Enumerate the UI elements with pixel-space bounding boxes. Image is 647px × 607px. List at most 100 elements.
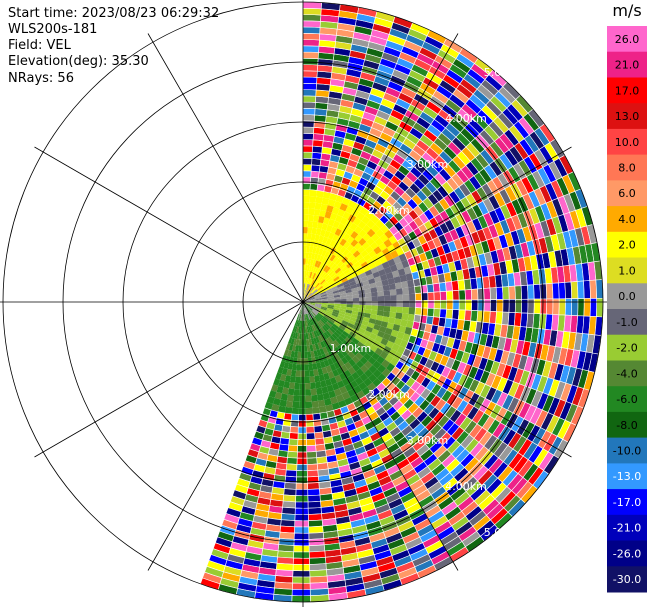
velocity-cell: [315, 381, 322, 389]
velocity-cell: [347, 351, 356, 359]
velocity-cell: [338, 324, 346, 331]
velocity-cell: [297, 432, 307, 440]
velocity-cell: [334, 228, 342, 237]
colorbar-tick-label: -30.0: [613, 573, 641, 586]
colorbar-swatch: [607, 103, 647, 130]
velocity-cell: [307, 227, 313, 234]
velocity-cell: [333, 305, 341, 309]
velocity-cell: [378, 269, 386, 277]
velocity-cell: [307, 306, 313, 311]
velocity-cell: [308, 294, 314, 299]
velocity-cell: [337, 327, 344, 334]
velocity-cell: [457, 309, 466, 321]
velocity-cell: [324, 338, 331, 346]
velocity-cell: [400, 319, 408, 327]
velocity-cell: [309, 302, 316, 305]
velocity-cell: [363, 284, 371, 290]
velocity-cell: [583, 280, 591, 299]
velocity-cell: [356, 282, 364, 288]
velocity-cell: [329, 193, 338, 201]
velocity-cell: [358, 304, 366, 309]
velocity-cell: [317, 335, 323, 343]
velocity-cell: [308, 305, 314, 310]
velocity-cell: [577, 298, 585, 317]
velocity-cell: [320, 242, 326, 250]
azimuth-spoke: [147, 301, 304, 571]
velocity-cell: [322, 392, 331, 400]
velocity-cell: [330, 314, 338, 320]
velocity-cell: [339, 238, 347, 247]
velocity-cell: [320, 279, 326, 285]
velocity-cell: [371, 305, 378, 311]
velocity-cell: [377, 295, 385, 302]
velocity-cell: [291, 344, 296, 352]
velocity-cell: [315, 299, 322, 302]
velocity-cell: [310, 388, 317, 396]
velocity-cell: [335, 194, 345, 204]
velocity-cell: [333, 292, 340, 296]
velocity-cell: [309, 312, 314, 319]
velocity-cell: [293, 538, 310, 547]
velocity-cell: [303, 195, 310, 203]
velocity-cell: [293, 351, 298, 358]
velocity-cell: [595, 279, 604, 299]
velocity-cell: [302, 26, 321, 35]
velocity-cell: [340, 298, 347, 302]
velocity-cell: [288, 382, 295, 390]
velocity-cell: [295, 339, 300, 346]
velocity-cell: [316, 321, 322, 328]
velocity-cell: [331, 313, 339, 318]
velocity-cell: [402, 333, 411, 342]
velocity-cell: [311, 331, 316, 339]
velocity-cell: [514, 298, 523, 314]
velocity-cell: [279, 399, 287, 407]
velocity-cell: [314, 202, 322, 210]
velocity-cell: [384, 295, 391, 301]
velocity-cell: [339, 290, 346, 295]
ring-label: 5.00km: [484, 526, 526, 539]
velocity-cell: [293, 338, 297, 346]
colorbar-tick-label: 17.0: [615, 84, 640, 97]
velocity-cell: [344, 354, 352, 362]
velocity-cell: [398, 253, 408, 262]
velocity-cell: [305, 277, 308, 284]
velocity-cell: [354, 234, 363, 243]
velocity-cell: [348, 264, 356, 272]
velocity-cell: [297, 320, 300, 327]
velocity-cell: [322, 273, 329, 280]
velocity-cell: [329, 327, 336, 334]
velocity-cell: [307, 357, 313, 365]
colorbar-swatch: [607, 540, 647, 567]
velocity-cell: [381, 261, 390, 269]
velocity-cell: [312, 344, 317, 351]
velocity-cell: [303, 239, 307, 246]
velocity-cell: [471, 299, 479, 312]
azimuth-spoke: [147, 33, 304, 303]
velocity-cell: [291, 595, 311, 603]
velocity-cell: [521, 298, 529, 314]
velocity-cell: [312, 412, 322, 421]
velocity-cell: [350, 231, 359, 240]
velocity-cell: [308, 285, 312, 291]
velocity-cell: [318, 355, 324, 363]
velocity-cell: [295, 370, 301, 377]
velocity-cell: [307, 271, 311, 278]
velocity-cell: [402, 287, 409, 295]
velocity-cell: [335, 280, 343, 286]
velocity-cell: [321, 295, 328, 299]
velocity-cell: [426, 283, 435, 294]
velocity-cell: [307, 482, 320, 490]
velocity-cell: [311, 357, 317, 364]
velocity-cell: [297, 314, 301, 321]
velocity-cell: [308, 202, 316, 209]
colorbar-swatch: [607, 489, 647, 516]
velocity-cell: [305, 290, 309, 297]
velocity-cell: [299, 401, 306, 409]
velocity-cell: [358, 257, 366, 265]
velocity-cell: [319, 319, 325, 326]
velocity-cell: [306, 313, 310, 320]
velocity-cell: [360, 276, 369, 283]
velocity-cell: [366, 273, 375, 281]
velocity-cell: [338, 310, 346, 315]
velocity-cell: [306, 291, 311, 298]
